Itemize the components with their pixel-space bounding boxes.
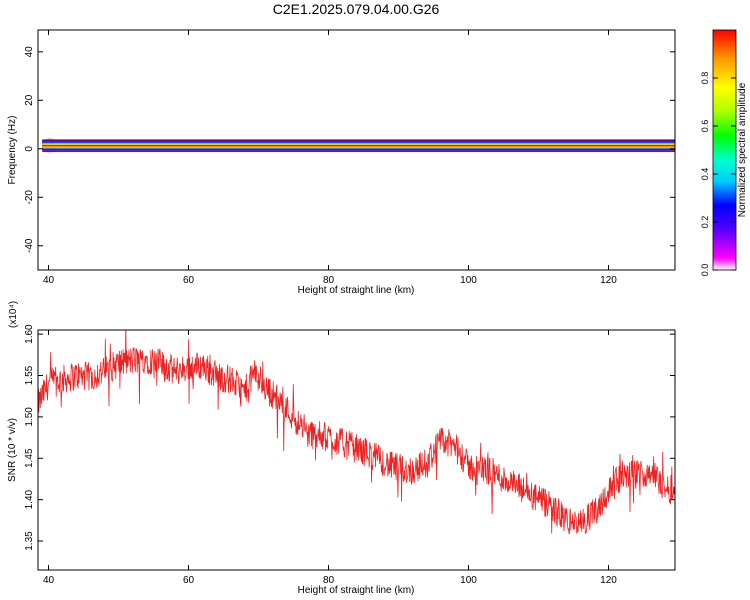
spectrogram-ytick-label: 40 xyxy=(24,46,35,58)
snr-xtick-label: 120 xyxy=(600,575,617,586)
snr-xtick-label: 40 xyxy=(43,575,55,586)
spectrogram-ytick-label: -40 xyxy=(24,238,35,253)
spectrogram-ytick-label: -20 xyxy=(24,190,35,205)
colorbar-gradient xyxy=(712,29,737,271)
snr-xlabel: Height of straight line (km) xyxy=(298,585,415,596)
snr-ytick-label: 1.50 xyxy=(24,407,35,427)
spectrogram-axes: 40 60 80 100 120 -40 -20 0 20 40 xyxy=(24,30,675,286)
colorbar-tick-label: 0.2 xyxy=(700,216,710,229)
snr-ylabel: SNR (10 * v/v) xyxy=(7,418,18,482)
colorbar-label: Normalized spectral amplitude xyxy=(737,82,748,217)
spectrogram-ytick-label: 20 xyxy=(24,94,35,106)
snr-xtick-label: 60 xyxy=(183,575,195,586)
colorbar-tick-label: 0.6 xyxy=(700,120,710,133)
figure-title: C2E1.2025.079.04.00.G26 xyxy=(273,1,440,17)
snr-series-line xyxy=(38,330,675,534)
snr-xtick-label: 80 xyxy=(323,575,335,586)
colorbar-tick-label: 0.0 xyxy=(700,264,710,277)
spectrogram-xtick-label: 120 xyxy=(600,275,617,286)
snr-axes: 40 60 80 100 120 1.35 1.40 1.45 1.50 1.55 1.60 xyxy=(24,324,675,586)
snr-scale-label: (x10⁴) xyxy=(8,301,19,328)
snr-ytick-label: 1.60 xyxy=(24,324,35,344)
spectral-band xyxy=(42,137,675,154)
snr-panel: 40 60 80 100 120 1.35 1.40 1.45 1.50 1.55 1.60 Hei… xyxy=(7,301,676,596)
snr-ytick-label: 1.45 xyxy=(24,448,35,468)
spectrogram-ytick-label: 0 xyxy=(24,146,35,152)
spectrogram-frame xyxy=(37,29,676,271)
snr-frame xyxy=(37,329,676,571)
colorbar: 0.0 0.2 0.4 0.6 0.8 Normalized spectral ampl… xyxy=(700,29,748,277)
snr-ytick-label: 1.35 xyxy=(24,531,35,551)
spectrogram-ylabel: Frequency (Hz) xyxy=(7,116,18,185)
spectrogram-xtick-label: 60 xyxy=(183,275,195,286)
colorbar-tick-label: 0.8 xyxy=(700,72,710,85)
snr-ytick-label: 1.55 xyxy=(24,365,35,385)
spectrogram-xtick-label: 80 xyxy=(323,275,335,286)
band-layer-7 xyxy=(42,145,675,147)
spectrogram-panel: 40 60 80 100 120 -40 -20 0 20 40 Height of straig… xyxy=(7,29,676,296)
snr-ytick-label: 1.40 xyxy=(24,489,35,509)
colorbar-ticks: 0.0 0.2 0.4 0.6 0.8 xyxy=(700,72,736,277)
snr-xtick-label: 100 xyxy=(460,575,477,586)
spectrogram-xlabel: Height of straight line (km) xyxy=(298,285,415,296)
spectrogram-xtick-label: 40 xyxy=(43,275,55,286)
colorbar-tick-label: 0.4 xyxy=(700,168,710,181)
spectrogram-xtick-label: 100 xyxy=(460,275,477,286)
